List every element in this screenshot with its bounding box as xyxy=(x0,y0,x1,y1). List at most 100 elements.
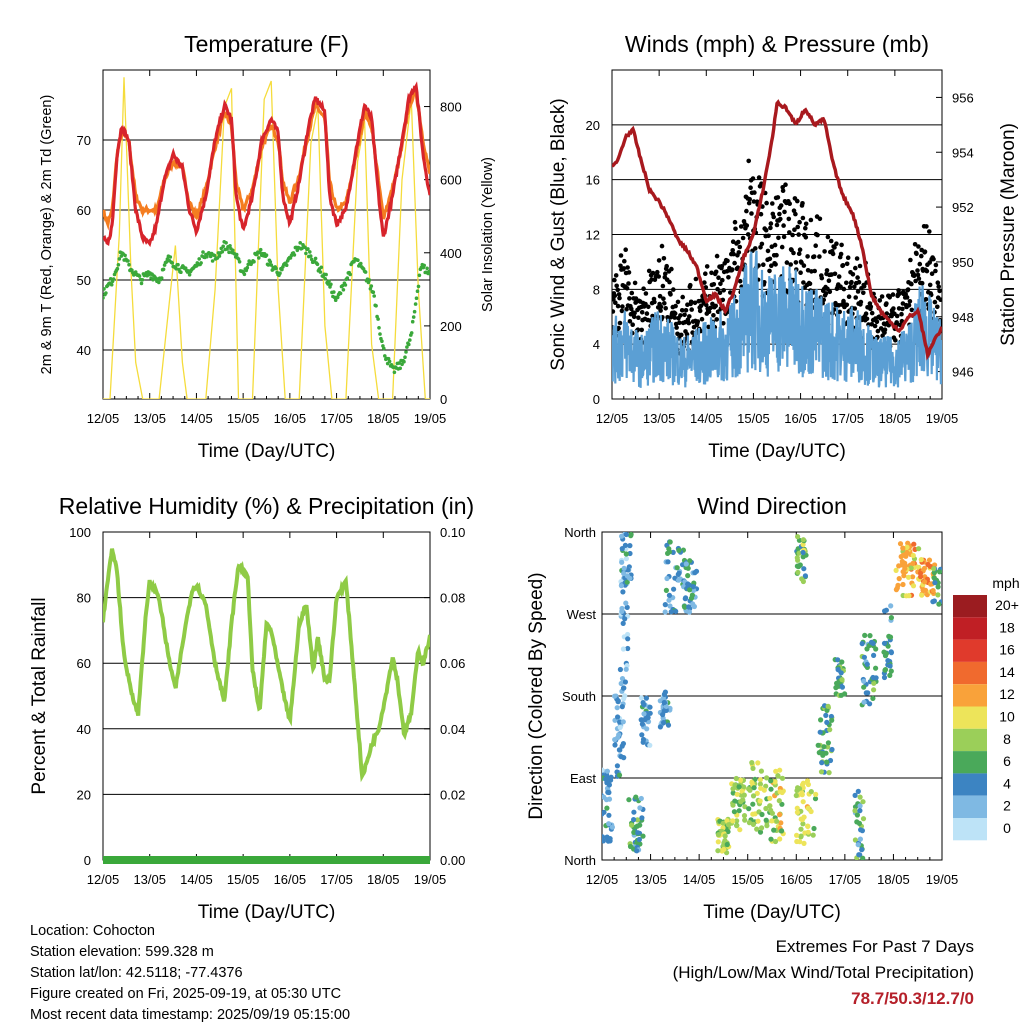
direction-point xyxy=(737,777,744,783)
direction-point xyxy=(752,776,758,782)
direction-point xyxy=(615,698,621,704)
direction-point xyxy=(720,820,726,826)
gust-point xyxy=(625,265,630,270)
gust-point xyxy=(767,256,773,262)
dewpoint-point xyxy=(414,296,419,301)
direction-point xyxy=(772,779,778,785)
gust-point xyxy=(774,252,779,258)
direction-point xyxy=(638,717,644,723)
direction-point xyxy=(779,828,785,834)
direction-point xyxy=(768,786,774,792)
direction-point xyxy=(859,641,865,647)
direction-point xyxy=(639,815,645,821)
gust-point xyxy=(657,293,663,299)
gust-point xyxy=(919,280,925,286)
gust-point xyxy=(909,281,914,287)
gust-point xyxy=(924,268,930,274)
gust-point xyxy=(890,292,896,297)
direction-point xyxy=(811,825,817,832)
dewpoint-point xyxy=(409,331,414,335)
direction-point xyxy=(870,695,876,702)
gust-point xyxy=(768,225,773,231)
gust-point xyxy=(845,255,851,260)
dewpoint-point xyxy=(257,256,261,260)
gust-point xyxy=(716,275,721,281)
direction-point xyxy=(823,750,829,756)
dewpoint-point xyxy=(201,250,205,254)
direction-point xyxy=(623,600,629,606)
direction-point xyxy=(667,539,673,545)
direction-point xyxy=(804,778,811,784)
gust-point xyxy=(793,260,799,265)
humidity-y2tick-label: 0.04 xyxy=(440,722,465,737)
recent-text: Most recent data timestamp: 2025/09/19 0… xyxy=(30,1007,351,1023)
direction-point xyxy=(776,798,782,804)
dewpoint-point xyxy=(176,262,180,267)
legend-label: 20+ xyxy=(995,597,1019,613)
winds-ytick-label: 12 xyxy=(586,228,600,243)
direction-point xyxy=(904,549,910,556)
dewpoint-point xyxy=(245,265,250,270)
dewpoint-point xyxy=(126,259,130,263)
direction-point xyxy=(885,658,891,664)
dewpoint-point xyxy=(292,253,297,257)
temperature-y2tick-label: 0 xyxy=(440,392,447,407)
legend-swatch xyxy=(953,728,987,752)
direction-point xyxy=(621,570,627,577)
gust-point xyxy=(756,175,762,180)
direction-point xyxy=(905,540,911,546)
gust-point xyxy=(767,268,772,274)
sonic-wind-line xyxy=(612,250,942,388)
dewpoint-point xyxy=(266,263,271,267)
gust-point xyxy=(841,286,847,292)
direction-point xyxy=(736,808,742,814)
gust-point xyxy=(906,303,912,308)
gust-point xyxy=(775,195,781,200)
direction-point xyxy=(617,724,623,731)
gust-point xyxy=(782,209,787,215)
gust-point xyxy=(746,200,752,206)
gust-point xyxy=(766,233,771,239)
direction-point xyxy=(602,834,606,840)
gust-point xyxy=(907,299,913,304)
direction-point xyxy=(757,777,764,783)
gust-point xyxy=(619,308,625,314)
dewpoint-point xyxy=(417,273,422,278)
gust-point xyxy=(812,268,817,274)
direction-point xyxy=(625,636,631,642)
direction-point xyxy=(619,743,625,749)
direction-xtick-label: 16/05 xyxy=(780,872,813,887)
gust-point xyxy=(917,261,923,267)
gust-point xyxy=(641,286,646,292)
humidity-title: Relative Humidity (%) & Precipitation (i… xyxy=(59,493,474,519)
direction-point xyxy=(606,812,612,818)
gust-point xyxy=(844,280,849,286)
gust-point xyxy=(924,224,929,229)
humidity-xtick-label: 12/05 xyxy=(87,872,120,887)
direction-point xyxy=(622,616,628,622)
dewpoint-point xyxy=(157,280,161,285)
direction-point xyxy=(758,768,765,774)
direction-point xyxy=(640,833,646,839)
legend-label: 4 xyxy=(1003,775,1011,791)
gust-point xyxy=(643,301,648,307)
direction-point xyxy=(612,693,618,699)
direction-point xyxy=(796,786,803,792)
gust-point xyxy=(868,304,874,310)
gust-point xyxy=(646,268,652,274)
direction-point xyxy=(862,632,868,639)
direction-point xyxy=(819,760,825,766)
humidity-xtick-label: 14/05 xyxy=(180,872,213,887)
direction-point xyxy=(795,569,801,575)
gust-point xyxy=(615,303,621,309)
temperature-xtick-label: 12/05 xyxy=(87,411,120,426)
gust-point xyxy=(826,278,832,284)
direction-point xyxy=(661,699,667,706)
direction-point xyxy=(835,667,841,673)
dewpoint-point xyxy=(108,277,113,281)
gust-point xyxy=(652,299,657,305)
direction-point xyxy=(801,840,807,847)
direction-point xyxy=(602,811,605,817)
gust-point xyxy=(616,325,621,331)
gust-point xyxy=(836,274,842,279)
